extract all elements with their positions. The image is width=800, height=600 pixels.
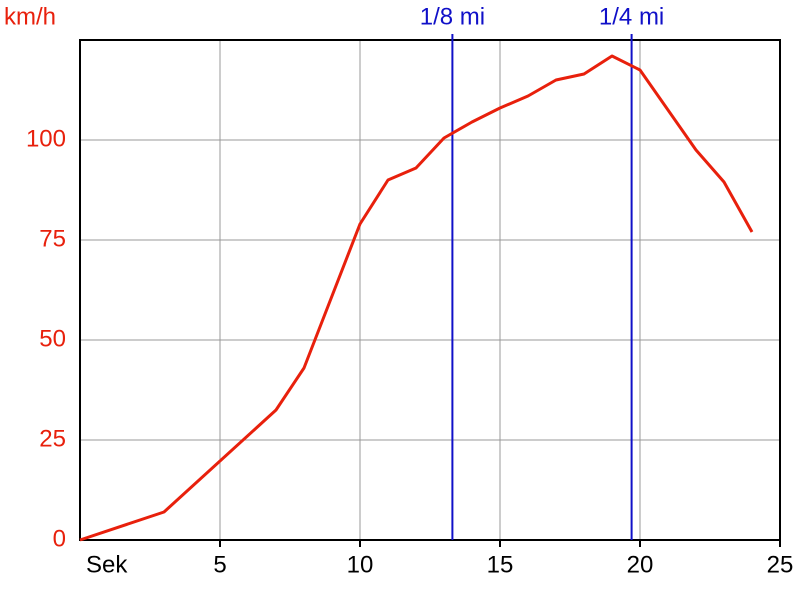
- x-tick-label: 10: [347, 551, 374, 578]
- plot-frame: [79, 39, 781, 541]
- line: [79, 54, 754, 542]
- y-tick-label: 75: [39, 225, 66, 252]
- x-tick-label: 5: [213, 551, 226, 578]
- x-tick-label: 20: [627, 551, 654, 578]
- y-tick-label: 0: [53, 525, 66, 552]
- y-tick-label: 50: [39, 325, 66, 352]
- x-tick-label: 25: [767, 551, 794, 578]
- y-axis-label: km/h: [4, 3, 56, 30]
- y-tick-label: 100: [26, 125, 66, 152]
- distance-marker-label: 1/8 mi: [420, 3, 485, 30]
- x-axis-label: Sek: [86, 551, 128, 578]
- distance-marker-label: 1/4 mi: [599, 3, 664, 30]
- x-tick-label: 15: [487, 551, 514, 578]
- y-tick-label: 25: [39, 425, 66, 452]
